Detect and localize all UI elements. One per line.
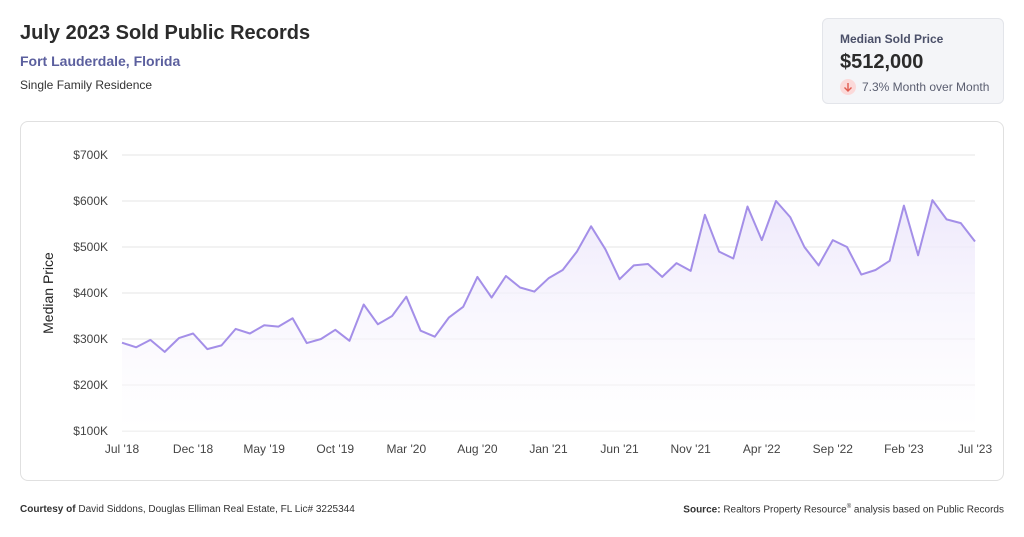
source-note: Source: Realtors Property Resource® anal… <box>683 504 1004 515</box>
arrow-down-icon <box>840 79 856 95</box>
x-tick-label: Dec '18 <box>173 442 214 456</box>
x-tick-label: Jan '21 <box>529 442 568 456</box>
x-tick-label: Mar '20 <box>387 442 427 456</box>
x-tick-label: Jul '23 <box>958 442 993 456</box>
y-tick-label: $100K <box>73 424 108 438</box>
x-tick-label: Feb '23 <box>884 442 924 456</box>
source-text-b: analysis based on Public Records <box>851 504 1004 516</box>
x-tick-label: Jun '21 <box>600 442 639 456</box>
stat-change-text: 7.3% Month over Month <box>862 80 990 94</box>
x-tick-label: Apr '22 <box>743 442 781 456</box>
y-tick-label: $500K <box>73 240 108 254</box>
y-tick-label: $400K <box>73 286 108 300</box>
y-tick-label: $600K <box>73 194 108 208</box>
median-price-card: Median Sold Price $512,000 7.3% Month ov… <box>822 18 1004 104</box>
x-tick-label: Jul '18 <box>105 442 140 456</box>
price-line <box>121 199 976 353</box>
stat-label: Median Sold Price <box>840 32 944 46</box>
courtesy-note: Courtesy of David Siddons, Douglas Ellim… <box>20 504 355 515</box>
y-axis-label: Median Price <box>40 252 56 334</box>
stat-change: 7.3% Month over Month <box>840 79 989 95</box>
price-area <box>122 200 975 431</box>
source-text-a: Realtors Property Resource <box>723 504 847 516</box>
location-label: Fort Lauderdale, Florida <box>20 53 181 69</box>
y-tick-label: $300K <box>73 332 108 346</box>
x-tick-label: Oct '19 <box>316 442 354 456</box>
y-tick-label: $200K <box>73 378 108 392</box>
x-tick-label: Nov '21 <box>671 442 712 456</box>
courtesy-label: Courtesy of <box>20 504 76 515</box>
stat-value: $512,000 <box>840 51 924 73</box>
registered-mark: ® <box>846 504 852 510</box>
chart-container <box>20 121 1004 481</box>
page-title: July 2023 Sold Public Records <box>20 22 311 44</box>
x-tick-label: Sep '22 <box>813 442 854 456</box>
property-type-label: Single Family Residence <box>20 78 153 92</box>
y-tick-label: $700K <box>73 148 108 162</box>
source-label: Source: <box>683 504 721 516</box>
x-tick-label: May '19 <box>243 442 285 456</box>
courtesy-text: David Siddons, Douglas Elliman Real Esta… <box>78 504 355 515</box>
x-tick-label: Aug '20 <box>457 442 498 456</box>
